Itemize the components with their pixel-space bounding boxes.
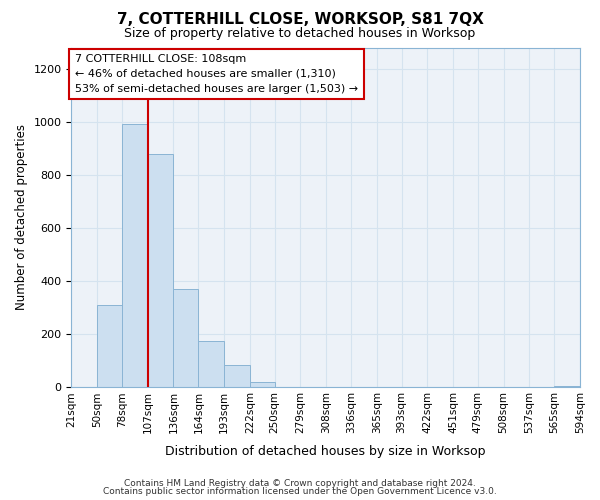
Text: Contains public sector information licensed under the Open Government Licence v3: Contains public sector information licen…: [103, 487, 497, 496]
Text: 7 COTTERHILL CLOSE: 108sqm
← 46% of detached houses are smaller (1,310)
53% of s: 7 COTTERHILL CLOSE: 108sqm ← 46% of deta…: [75, 54, 358, 94]
X-axis label: Distribution of detached houses by size in Worksop: Distribution of detached houses by size …: [166, 444, 486, 458]
Bar: [173, 289, 199, 387]
Bar: [148, 154, 173, 387]
Bar: [554, 386, 580, 387]
Bar: [224, 364, 250, 387]
Text: 7, COTTERHILL CLOSE, WORKSOP, S81 7QX: 7, COTTERHILL CLOSE, WORKSOP, S81 7QX: [116, 12, 484, 28]
Bar: [199, 340, 224, 387]
Y-axis label: Number of detached properties: Number of detached properties: [15, 124, 28, 310]
Bar: [97, 305, 122, 387]
Text: Size of property relative to detached houses in Worksop: Size of property relative to detached ho…: [124, 28, 476, 40]
Bar: [250, 382, 275, 387]
Text: Contains HM Land Registry data © Crown copyright and database right 2024.: Contains HM Land Registry data © Crown c…: [124, 478, 476, 488]
Bar: [122, 124, 148, 387]
